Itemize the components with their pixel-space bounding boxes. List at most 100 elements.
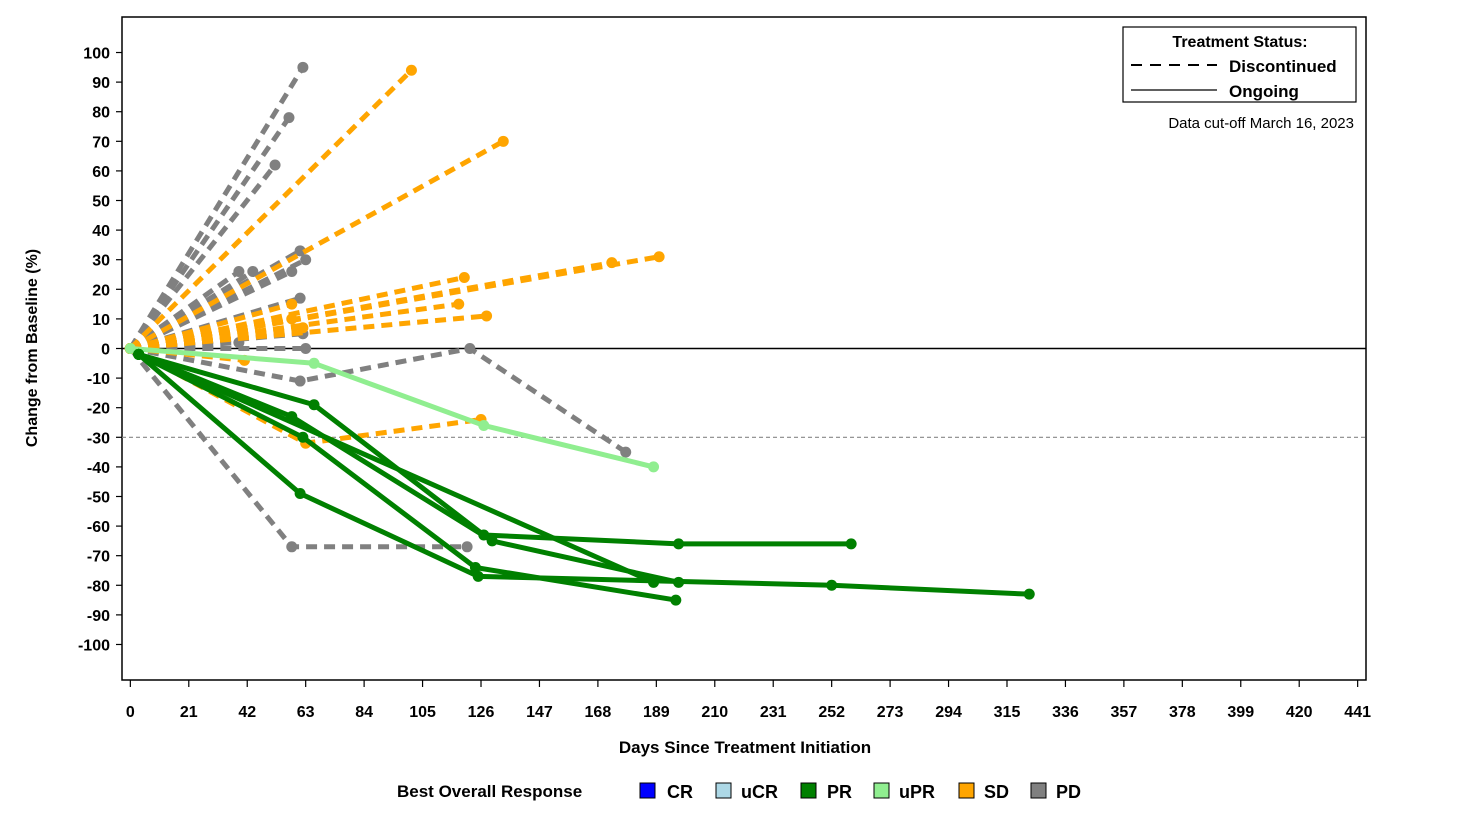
response-legend: Best Overall Response CR uCR PR uPR SD P… <box>397 782 1081 802</box>
series-pd-discontinued <box>124 112 295 354</box>
data-point <box>297 61 309 73</box>
data-point <box>297 322 309 334</box>
data-point <box>481 310 493 322</box>
x-tick-label: 84 <box>355 704 373 721</box>
data-point <box>297 431 309 443</box>
data-point <box>283 112 295 124</box>
data-point <box>461 541 473 553</box>
x-tick-label: 294 <box>935 704 962 721</box>
y-tick-label: -100 <box>78 637 110 654</box>
x-tick-label: 315 <box>994 704 1021 721</box>
data-point <box>464 343 476 354</box>
data-point <box>458 271 470 283</box>
y-tick-label: 30 <box>92 253 110 270</box>
y-tick-label: 80 <box>92 105 110 122</box>
x-tick-label: 231 <box>760 704 787 721</box>
data-point <box>300 343 312 354</box>
data-point <box>294 375 306 387</box>
y-tick-label: 40 <box>92 223 110 240</box>
data-point <box>469 562 481 574</box>
legend-swatch-pr <box>800 782 817 799</box>
y-tick-label: 0 <box>101 342 110 359</box>
series-line <box>137 352 655 585</box>
x-tick-label: 336 <box>1052 704 1079 721</box>
legend-item-ucr: uCR <box>715 782 778 802</box>
x-tick-label: 252 <box>818 704 845 721</box>
legend-label-upr: uPR <box>899 782 935 802</box>
series-line <box>129 346 628 455</box>
legend-label-cr: CR <box>667 782 693 802</box>
data-point <box>472 570 484 582</box>
data-point <box>286 266 298 278</box>
legend-label-ucr: uCR <box>741 782 778 802</box>
legend-item-cr: CR <box>639 782 693 802</box>
x-tick-label: 105 <box>409 704 436 721</box>
legend-item-pd: PD <box>1030 782 1081 802</box>
x-tick-label: 273 <box>877 704 904 721</box>
y-tick-label: 100 <box>83 46 110 63</box>
data-point <box>247 266 259 278</box>
data-point <box>620 446 632 458</box>
series-line <box>129 295 301 351</box>
data-point <box>826 579 838 591</box>
x-tick-label: 357 <box>1111 704 1138 721</box>
data-point <box>405 64 417 76</box>
legend-discontinued-label: Discontinued <box>1229 57 1337 76</box>
x-tick-label: 147 <box>526 704 553 721</box>
series-line <box>128 163 278 351</box>
series-line <box>137 352 677 603</box>
x-tick-label: 126 <box>468 704 495 721</box>
status-legend-title: Treatment Status: <box>1172 34 1307 51</box>
y-axis-label: Change from Baseline (%) <box>24 249 41 447</box>
y-tick-label: -60 <box>87 519 110 536</box>
y-tick-label: -50 <box>87 489 110 506</box>
legend-item-pr: PR <box>800 782 852 802</box>
x-tick-label: 42 <box>238 704 256 721</box>
y-tick-label: -80 <box>87 578 110 595</box>
data-cutoff-note: Data cut-off March 16, 2023 <box>1168 115 1354 132</box>
series-line <box>130 325 304 351</box>
y-tick-label: -10 <box>87 371 110 388</box>
y-tick-label: -90 <box>87 608 110 625</box>
x-tick-label: 21 <box>180 704 198 721</box>
series-upr-ongoing <box>124 343 660 473</box>
data-point <box>308 399 320 411</box>
data-point <box>653 251 665 263</box>
x-tick-label: 168 <box>585 704 612 721</box>
data-point <box>308 357 320 369</box>
data-point <box>486 535 498 547</box>
series-line <box>129 269 293 351</box>
data-point <box>497 135 509 147</box>
x-tick-label: 441 <box>1344 704 1371 721</box>
series-pr-ongoing <box>133 348 857 550</box>
legend-item-upr: uPR <box>873 782 935 802</box>
y-tick-label: 60 <box>92 164 110 181</box>
data-point <box>1023 588 1035 600</box>
x-tick-label: 63 <box>297 704 315 721</box>
data-point <box>648 461 660 473</box>
y-tick-label: 70 <box>92 134 110 151</box>
series-line <box>130 346 655 470</box>
x-tick-label: 210 <box>701 704 728 721</box>
legend-item-sd: SD <box>958 782 1009 802</box>
data-point <box>606 257 618 269</box>
series-line <box>128 116 292 350</box>
x-tick-label: 378 <box>1169 704 1196 721</box>
legend-swatch-sd <box>958 782 975 799</box>
x-axis-label: Days Since Treatment Initiation <box>619 738 871 757</box>
series-line <box>128 68 414 351</box>
legend-label-sd: SD <box>984 782 1009 802</box>
series-pr-ongoing <box>133 348 1035 600</box>
status-legend: Treatment Status: Discontinued Ongoing <box>1122 26 1357 103</box>
y-tick-label: -40 <box>87 460 110 477</box>
data-point <box>294 488 306 500</box>
status-legend-box <box>1122 26 1357 103</box>
legend-swatch-upr <box>873 782 890 799</box>
data-point <box>478 419 490 431</box>
y-tick-label: 90 <box>92 75 110 92</box>
y-tick-label: 20 <box>92 282 110 299</box>
legend-swatch-pd <box>1030 782 1047 799</box>
x-tick-label: 420 <box>1286 704 1313 721</box>
data-point <box>133 348 145 360</box>
